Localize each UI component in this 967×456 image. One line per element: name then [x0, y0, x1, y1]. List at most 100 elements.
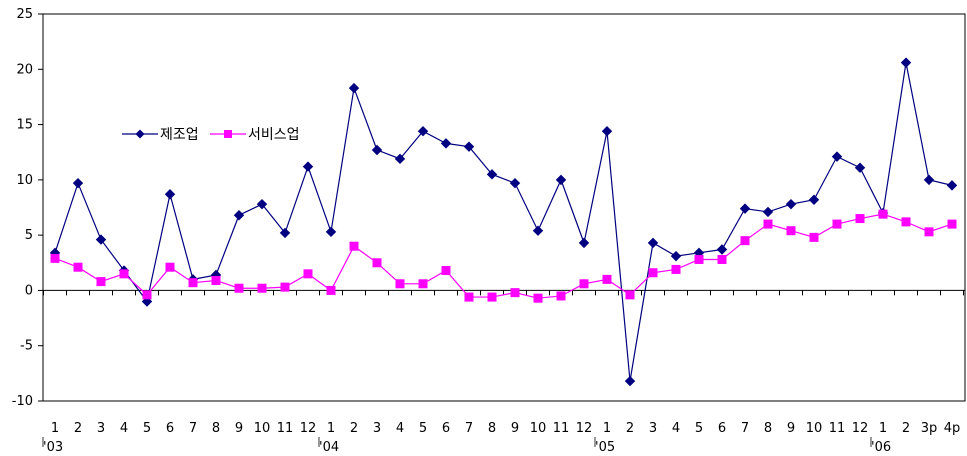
data-point — [394, 153, 406, 165]
data-point — [142, 290, 152, 300]
plot-frame — [42, 13, 966, 402]
x-tick-label: 3 — [649, 421, 657, 436]
x-tick-label: 10 — [254, 421, 271, 436]
data-point — [487, 292, 497, 302]
data-point — [625, 290, 635, 300]
data-point — [532, 225, 544, 236]
x-tick-label: 8 — [212, 421, 220, 436]
x-tick-label: 9 — [235, 421, 243, 436]
data-point — [602, 274, 612, 284]
y-tick-label: 10 — [16, 173, 33, 188]
x-year-label: '05 — [595, 440, 615, 455]
legend-item-2: 서비스업 — [210, 127, 300, 143]
y-tick-label: 0 — [25, 283, 33, 298]
data-point — [555, 174, 567, 186]
x-tick-label: 2 — [902, 421, 910, 436]
x-tick-label: 2 — [626, 421, 634, 436]
data-point — [647, 237, 659, 249]
x-tick-label: 3p — [921, 421, 938, 436]
data-point — [119, 269, 129, 279]
data-point — [72, 177, 84, 189]
x-tick-label: 2 — [350, 421, 358, 436]
data-point — [670, 250, 682, 262]
x-tick-label: 2 — [74, 421, 82, 436]
x-tick-label: 4p — [944, 421, 961, 436]
data-point — [785, 198, 797, 210]
data-point — [923, 174, 935, 186]
data-point — [256, 198, 268, 210]
data-point — [326, 285, 336, 295]
x-tick-label: 8 — [488, 421, 496, 436]
x-tick-label: 8 — [764, 421, 772, 436]
legend-label: 제조업 — [160, 127, 199, 143]
data-point — [717, 254, 727, 264]
data-point — [671, 264, 681, 274]
data-point — [947, 219, 957, 229]
y-tick-label: -10 — [12, 394, 33, 409]
data-point — [510, 288, 520, 298]
data-point — [441, 266, 451, 276]
data-point — [73, 262, 83, 272]
data-point — [95, 234, 107, 245]
data-point — [924, 227, 934, 237]
data-point — [901, 217, 911, 227]
data-point — [809, 232, 819, 242]
series-line — [54, 62, 953, 382]
x-tick-label: 5 — [695, 421, 703, 436]
data-point — [831, 151, 843, 162]
legend-item-1: 제조업 — [122, 127, 199, 143]
x-axis: 1 2 3 4 5 6 7 8 9 10 11 12 1 2 3 4 5 6 7 8 9 10 11 12 1 2 3 4 5 6 7 8 9 1… — [42, 289, 965, 455]
data-point — [556, 291, 566, 301]
data-point — [165, 262, 175, 272]
x-tick-label: 5 — [143, 421, 151, 436]
data-point — [648, 268, 658, 278]
x-tick-label: 6 — [166, 421, 174, 436]
x-tick-label: 5 — [419, 421, 427, 436]
x-tick-label: 1 — [51, 421, 59, 436]
data-point — [50, 253, 60, 263]
data-point — [808, 194, 820, 205]
data-point — [303, 269, 313, 279]
x-tick-label: 11 — [553, 421, 570, 436]
y-tick-label: 20 — [16, 62, 33, 77]
y-tick-label: 25 — [16, 7, 33, 22]
x-tick-label: 12 — [300, 421, 317, 436]
x-year-label: '03 — [43, 440, 63, 455]
data-point — [325, 226, 337, 238]
x-tick-label: 7 — [741, 421, 749, 436]
x-tick-label: 9 — [511, 421, 519, 436]
series-layer — [49, 57, 958, 387]
data-point — [440, 138, 452, 149]
data-point — [233, 210, 245, 221]
x-tick-label: 7 — [465, 421, 473, 436]
series-2 — [50, 209, 957, 303]
legend: 제조업 서비스업 — [122, 127, 300, 143]
data-point — [164, 189, 176, 200]
data-point — [349, 241, 359, 251]
data-point — [211, 275, 221, 285]
x-tick-label: 1 — [327, 421, 335, 436]
data-point — [578, 237, 590, 249]
x-tick-label: 12 — [576, 421, 593, 436]
data-point — [486, 169, 498, 180]
data-point — [740, 236, 750, 246]
x-tick-label: 10 — [530, 421, 547, 436]
legend-marker — [224, 130, 232, 138]
x-tick-label: 11 — [829, 421, 846, 436]
plot-border — [42, 13, 966, 402]
x-tick-label: 10 — [806, 421, 823, 436]
data-point — [601, 125, 613, 137]
x-tick-label: 4 — [672, 421, 680, 436]
data-point — [395, 279, 405, 289]
data-point — [348, 82, 360, 94]
x-tick-label: 4 — [120, 421, 128, 436]
y-tick-label: -5 — [20, 339, 33, 354]
y-tick-label: 15 — [16, 118, 33, 133]
series-1 — [49, 57, 958, 387]
x-tick-label: 12 — [852, 421, 869, 436]
x-tick-label: 7 — [189, 421, 197, 436]
x-tick-label: 9 — [787, 421, 795, 436]
x-year-label: '04 — [319, 440, 339, 455]
data-point — [371, 144, 383, 156]
